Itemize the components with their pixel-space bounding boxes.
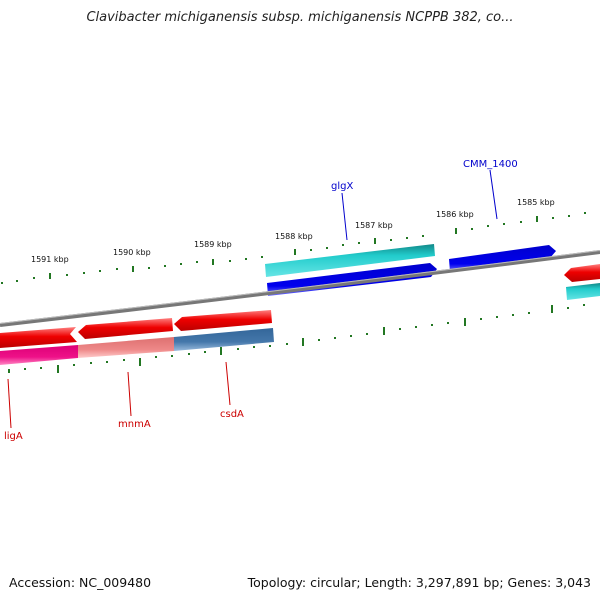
gene-glgX[interactable] <box>265 244 435 277</box>
tick-label-1590: 1590 kbp <box>113 248 151 257</box>
genome-backbone <box>0 250 600 327</box>
gene-label-mnmA[interactable]: mnmA <box>118 419 151 430</box>
gene-label-cmm1400[interactable]: CMM_1400 <box>463 159 518 170</box>
gene-csdA[interactable] <box>174 328 274 351</box>
tick-label-1586: 1586 kbp <box>436 210 474 219</box>
gene-right-cyan[interactable] <box>566 283 600 300</box>
gene-red-3[interactable] <box>174 310 272 331</box>
outer-tick-marks <box>1 212 586 284</box>
genome-summary: Topology: circular; Length: 3,297,891 bp… <box>247 575 591 590</box>
gene-ligA[interactable] <box>0 345 78 365</box>
gene-red-2[interactable] <box>78 318 173 339</box>
gene-label-glgX[interactable]: glgX <box>331 181 353 192</box>
gene-label-csdA[interactable]: csdA <box>220 409 244 420</box>
map-title: Clavibacter michiganensis subsp. michiga… <box>86 10 514 25</box>
gene-label-ligA[interactable]: ligA <box>4 431 23 442</box>
gene-mnmA[interactable] <box>78 337 174 358</box>
gene-red-1[interactable] <box>0 327 77 348</box>
tick-label-1589: 1589 kbp <box>194 240 232 249</box>
tick-labels: 1591 kbp 1590 kbp 1589 kbp 1588 kbp 1587… <box>31 198 555 264</box>
gene-cmm1400[interactable] <box>449 245 556 272</box>
accession-label: Accession: NC_009480 <box>9 575 152 590</box>
tick-label-1587: 1587 kbp <box>355 221 393 230</box>
tick-label-1585: 1585 kbp <box>517 198 555 207</box>
tick-label-1591: 1591 kbp <box>31 255 69 264</box>
tick-label-1588: 1588 kbp <box>275 232 313 241</box>
inner-tick-marks <box>8 304 585 373</box>
gene-right-red[interactable] <box>564 264 600 282</box>
label-leaders <box>7 169 498 429</box>
